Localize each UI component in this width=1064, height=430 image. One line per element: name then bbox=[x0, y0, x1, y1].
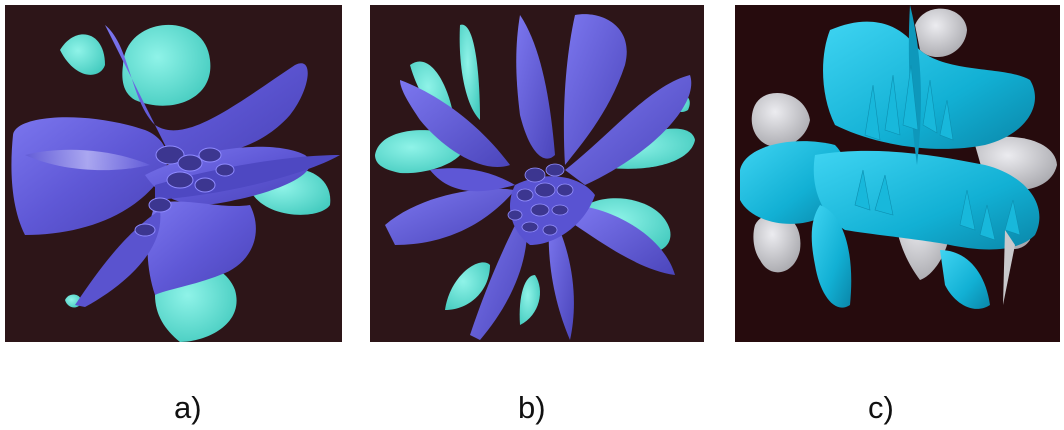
surface-render-a bbox=[5, 5, 342, 342]
panel-label-a: a) bbox=[174, 390, 202, 425]
surface-render-a-graphic bbox=[5, 5, 342, 342]
surface-render-b-graphic bbox=[370, 5, 704, 342]
panel-label-b: b) bbox=[518, 390, 546, 425]
panel-label-c: c) bbox=[868, 390, 894, 425]
surface-render-b bbox=[370, 5, 704, 342]
surface-render-c bbox=[735, 5, 1060, 342]
surface-render-c-graphic bbox=[735, 5, 1060, 342]
